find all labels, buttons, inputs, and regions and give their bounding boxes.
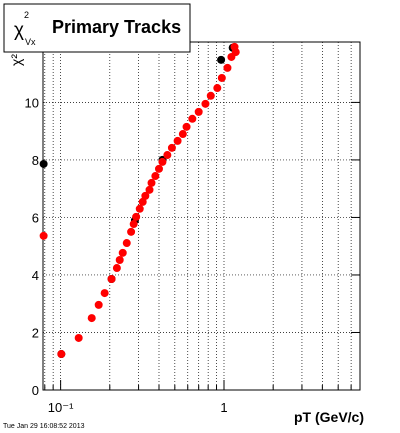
- data-point: [206, 91, 215, 100]
- data-point: [138, 197, 147, 206]
- data-point: [57, 350, 66, 359]
- y-tick-label: 2: [32, 325, 39, 340]
- data-point: [122, 239, 131, 248]
- title-box: [3, 3, 191, 53]
- data-point: [74, 333, 83, 342]
- data-point: [201, 99, 210, 108]
- title-symbol: χ: [14, 20, 24, 41]
- title-sup: 2: [24, 10, 29, 20]
- data-point: [173, 136, 182, 145]
- data-point: [112, 264, 121, 273]
- data-point: [188, 114, 197, 123]
- data-point: [107, 274, 116, 283]
- data-point: [194, 107, 203, 116]
- data-point: [163, 151, 172, 160]
- data-point: [213, 84, 222, 93]
- data-point: [151, 172, 160, 181]
- frame: [42, 41, 361, 391]
- data-point: [100, 289, 109, 298]
- data-point: [154, 164, 163, 173]
- y-tick-label: 8: [32, 153, 39, 168]
- data-point: [141, 191, 150, 200]
- data-point: [118, 248, 127, 257]
- data-point: [217, 55, 226, 64]
- footer: Tue Jan 29 16:08:52 2013: [3, 423, 85, 430]
- x-tick-label: 10⁻¹: [48, 400, 74, 415]
- data-point: [182, 122, 191, 131]
- title-sub: Vx: [25, 37, 36, 47]
- y-tick-label: 0: [32, 383, 39, 398]
- data-point: [158, 157, 167, 166]
- y-axis-label: χ²: [8, 54, 24, 66]
- data-point: [115, 256, 124, 265]
- data-point: [231, 48, 240, 57]
- data-point: [145, 185, 154, 194]
- data-point: [39, 159, 48, 168]
- y-tick-label: 6: [32, 210, 39, 225]
- data-point: [223, 63, 232, 72]
- data-point: [132, 212, 141, 221]
- data-point: [217, 73, 226, 82]
- data-point: [87, 314, 96, 323]
- chart-title: Primary Tracks: [52, 17, 181, 37]
- data-point: [127, 227, 136, 236]
- data-point: [39, 231, 48, 240]
- y-tick-label: 4: [32, 268, 39, 283]
- data-point: [129, 220, 138, 229]
- x-tick-label: 1: [220, 400, 227, 415]
- data-point: [167, 143, 176, 152]
- data-point: [147, 178, 156, 187]
- data-point: [135, 204, 144, 213]
- data-point: [94, 300, 103, 309]
- x-axis-label: pT (GeV/c): [294, 409, 364, 425]
- y-tick-label: 10: [25, 95, 39, 110]
- data-point: [178, 130, 187, 139]
- plot-area: 0 2 4 6 8 10 10⁻¹ 1: [25, 42, 360, 415]
